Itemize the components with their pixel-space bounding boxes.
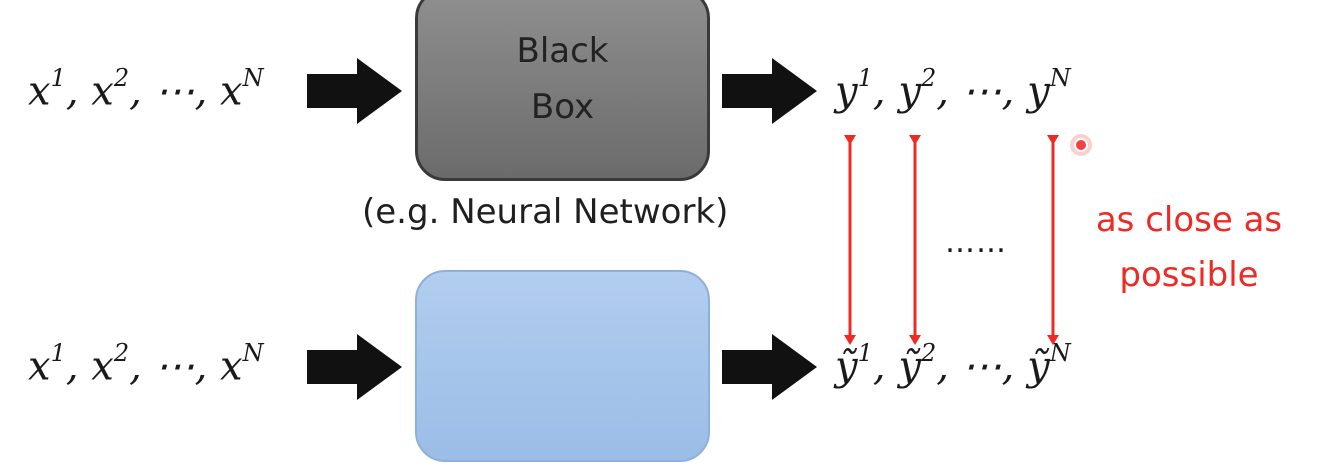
arrow-top-input-to-box	[307, 58, 402, 124]
annotation-line1: as close as	[1095, 200, 1283, 240]
student-model-box	[415, 270, 710, 462]
annotation-line2: possible	[1119, 255, 1259, 295]
arrow-bottom-input-to-box	[307, 334, 402, 400]
black-box-label-line1: Black	[516, 31, 609, 71]
top-output-sequence: y1, y2, ⋯, yN	[835, 64, 1071, 115]
black-box-label-line2: Box	[530, 87, 595, 127]
black-box-caption: (e.g. Neural Network)	[362, 192, 729, 232]
pointer-dot	[1074, 138, 1088, 152]
arrow-box-to-bottom-output	[722, 334, 817, 400]
top-input-sequence: x1, x2, ⋯, xN	[28, 64, 264, 115]
black-box: Black Box	[415, 0, 710, 181]
bottom-input-sequence: x1, x2, ⋯, xN	[28, 339, 264, 390]
bottom-output-sequence: ỹ1, ỹ2, ⋯, ỹN	[835, 339, 1071, 390]
middle-dots: ……	[945, 225, 1007, 260]
arrow-box-to-top-output	[722, 58, 817, 124]
